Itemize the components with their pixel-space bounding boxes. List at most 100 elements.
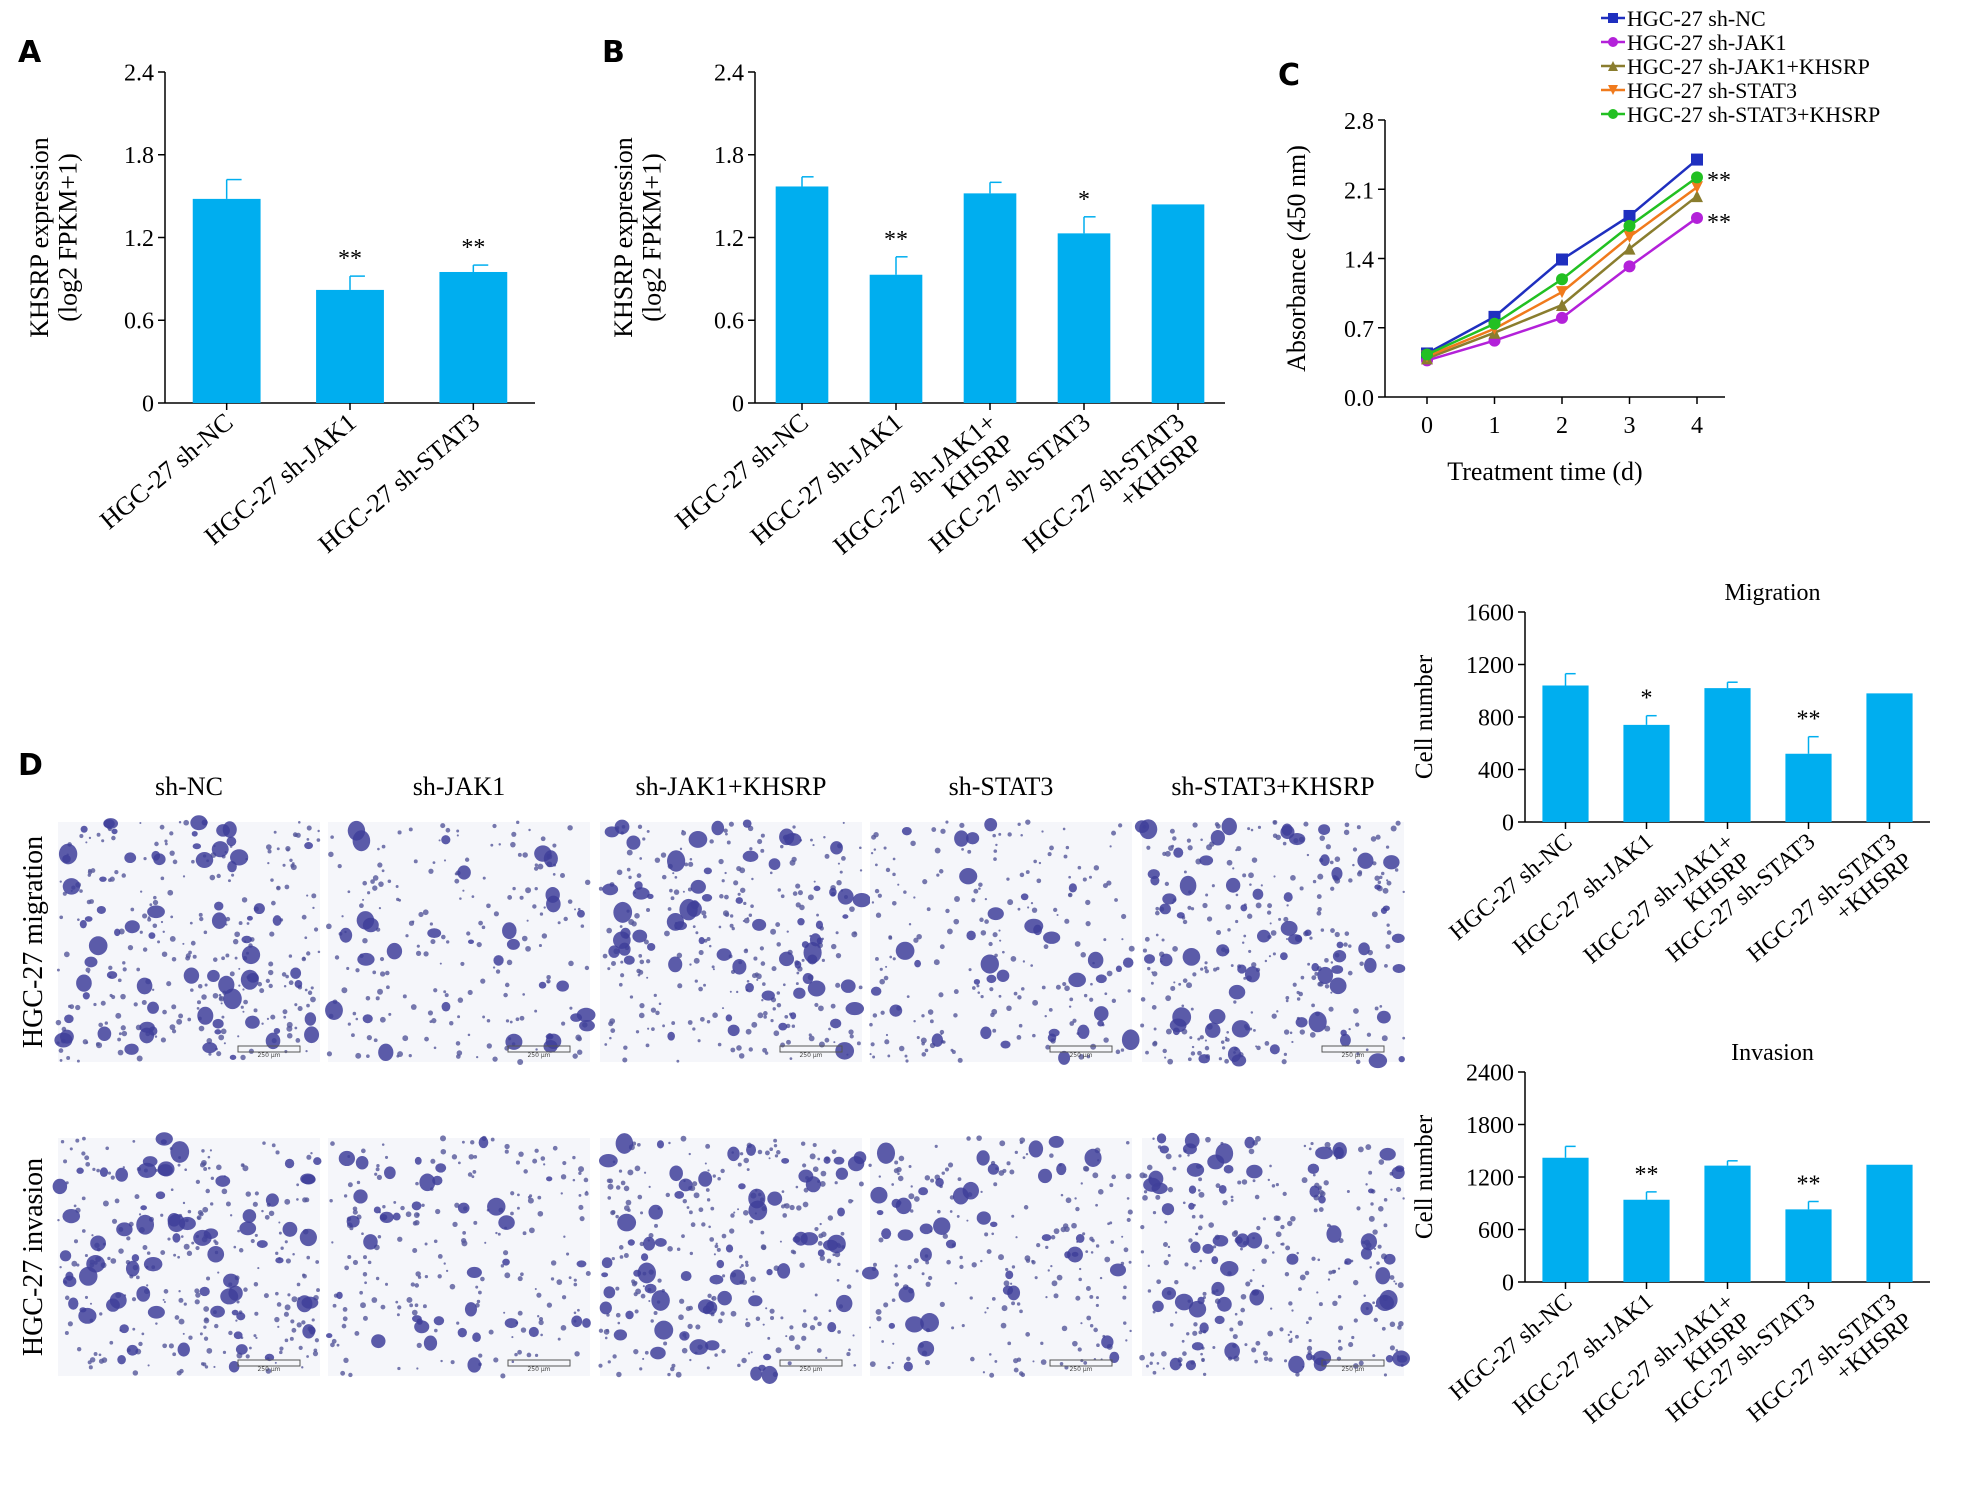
cell-dot (214, 1241, 219, 1246)
stained-cell (556, 980, 569, 992)
cell-dot (1327, 1278, 1331, 1281)
stained-cell (79, 1307, 87, 1313)
stained-cell (1144, 954, 1155, 964)
cell-dot (146, 1251, 151, 1255)
stained-cell (829, 887, 837, 897)
cell-dot (1110, 1240, 1115, 1244)
cell-dot (248, 1048, 254, 1054)
cell-dot (204, 983, 208, 987)
stained-cell (847, 1156, 865, 1172)
cell-dot (302, 1197, 308, 1203)
cell-dot (1365, 1183, 1368, 1186)
y-tick-label: 1.8 (124, 143, 154, 169)
cell-dot (188, 950, 192, 955)
stained-cell (167, 1214, 186, 1233)
cell-dot (1225, 904, 1232, 910)
cell-dot (364, 1281, 367, 1285)
cell-dot (378, 906, 382, 910)
cell-dot (1381, 871, 1385, 876)
cell-dot (268, 969, 274, 976)
stained-cell (256, 1240, 268, 1248)
cell-dot (879, 978, 885, 985)
cell-dot (184, 1168, 187, 1172)
cell-dot (745, 1028, 752, 1035)
cell-dot (1142, 948, 1147, 953)
cell-dot (346, 966, 350, 971)
stained-cell (195, 852, 214, 868)
cell-dot (653, 993, 657, 997)
cell-dot (416, 944, 420, 948)
stained-cell (617, 1213, 637, 1232)
stained-cell (1121, 1029, 1140, 1051)
cell-dot (203, 1325, 207, 1329)
cell-dot (836, 1278, 840, 1282)
cell-dot (780, 1204, 786, 1209)
stained-cell (976, 1150, 990, 1166)
stained-cell (242, 1209, 257, 1223)
cell-dot (721, 1233, 727, 1239)
cell-dot (1010, 1282, 1013, 1285)
cell-dot (876, 1316, 882, 1322)
stained-cell (752, 918, 767, 931)
cell-dot (1093, 1327, 1098, 1333)
cell-dot (1370, 1202, 1374, 1206)
cell-dot (1062, 827, 1066, 831)
cell-dot (523, 1169, 528, 1174)
cell-dot (737, 1162, 742, 1167)
cell-dot (851, 1199, 854, 1202)
cell-dot (1235, 893, 1239, 897)
cell-dot (492, 823, 497, 829)
cell-dot (238, 1248, 244, 1253)
cell-dot (1165, 1153, 1172, 1160)
cell-dot (1254, 1194, 1260, 1200)
cell-dot (1389, 1345, 1395, 1351)
scale-bar (237, 1045, 301, 1053)
cell-dot (789, 1057, 793, 1060)
cell-dot (789, 859, 796, 866)
stained-cell (1340, 1029, 1347, 1037)
cell-dot (814, 1002, 819, 1008)
cell-dot (334, 955, 340, 960)
cell-dot (1252, 1179, 1256, 1183)
cell-dot (243, 999, 248, 1005)
cell-dot (152, 923, 158, 928)
cell-dot (457, 1015, 461, 1019)
data-point (1608, 61, 1618, 71)
cell-dot (317, 950, 321, 954)
cell-dot (1331, 1269, 1336, 1274)
stained-cell (220, 1288, 239, 1305)
stained-cell (781, 1157, 790, 1164)
cell-dot (1041, 985, 1046, 990)
cell-dot (750, 1276, 756, 1282)
cell-dot (1356, 1206, 1361, 1211)
stained-cell (618, 942, 631, 956)
cell-dot (972, 986, 976, 990)
cell-dot (574, 1351, 580, 1357)
cell-dot (454, 872, 458, 876)
cell-dot (921, 1041, 925, 1046)
cell-dot (96, 1168, 100, 1173)
cell-dot (1040, 1341, 1044, 1345)
cell-dot (908, 923, 912, 926)
stained-cell (966, 930, 976, 941)
cell-dot (598, 1328, 604, 1333)
cell-dot (692, 925, 696, 929)
cell-dot (1156, 1279, 1162, 1285)
cell-dot (1041, 830, 1044, 833)
cell-dot (737, 892, 741, 896)
cell-dot (289, 858, 293, 862)
stained-cell (99, 1167, 109, 1178)
cell-dot (375, 996, 380, 1001)
cell-dot (1264, 959, 1268, 963)
cell-dot (377, 847, 380, 851)
cell-dot (1169, 828, 1175, 834)
cell-dot (237, 1229, 240, 1233)
cell-dot (492, 1056, 498, 1062)
cell-dot (1001, 1305, 1008, 1312)
stained-cell (1344, 1258, 1352, 1265)
cell-dot (298, 821, 301, 824)
cell-dot (837, 1262, 841, 1267)
cell-dot (1262, 1350, 1268, 1356)
cell-dot (718, 925, 722, 929)
cell-dot (1122, 1295, 1127, 1300)
